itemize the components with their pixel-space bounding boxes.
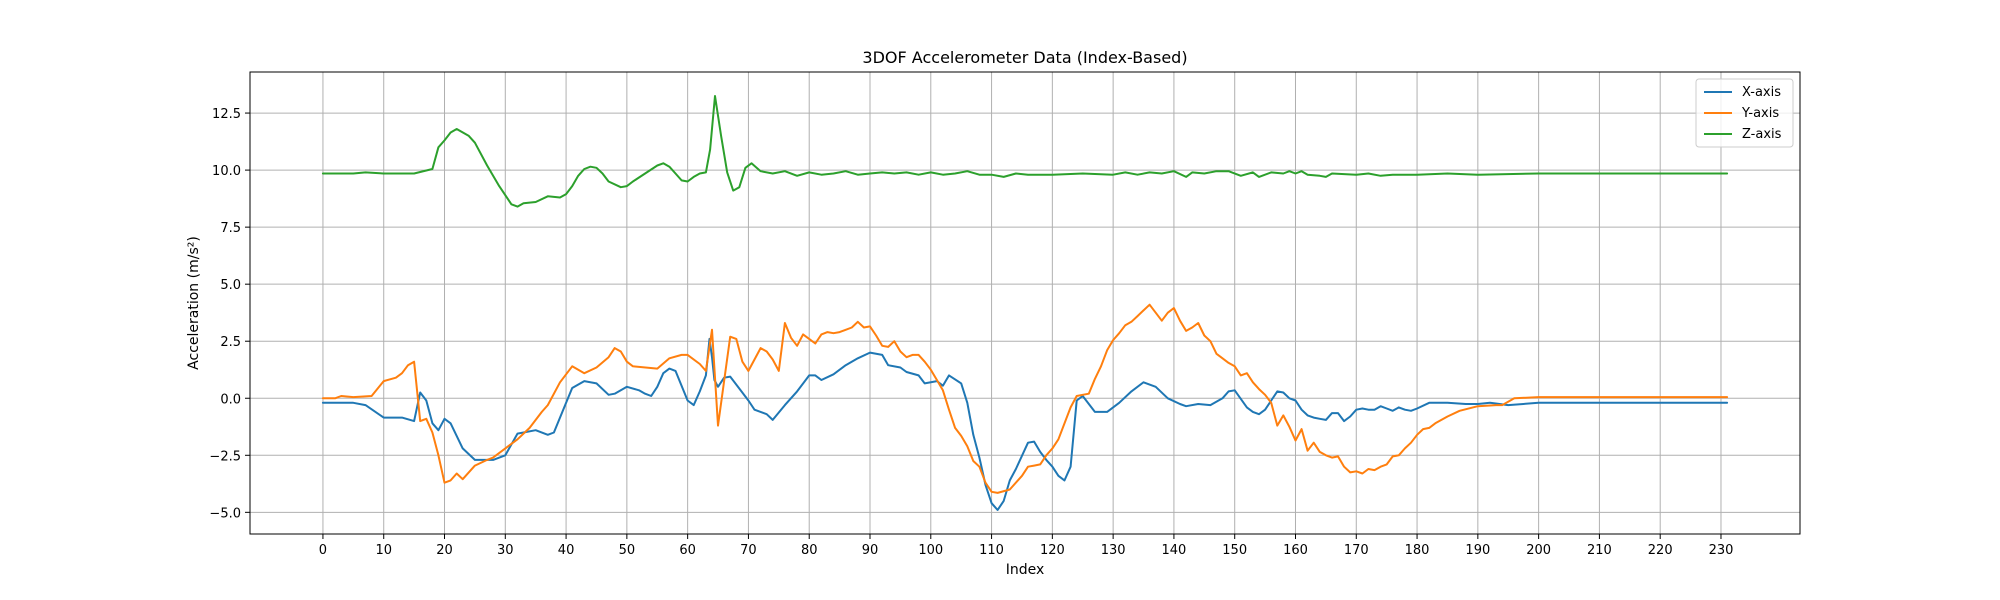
x-tick-label: 160 bbox=[1283, 543, 1308, 558]
x-tick-label: 190 bbox=[1465, 543, 1490, 558]
x-tick-label: 10 bbox=[375, 543, 392, 558]
x-tick-label: 220 bbox=[1648, 543, 1673, 558]
x-tick-label: 120 bbox=[1040, 543, 1065, 558]
series-line-y bbox=[321, 303, 1729, 494]
x-tick-label: 0 bbox=[319, 543, 327, 558]
y-tick-label: 7.5 bbox=[220, 221, 241, 236]
x-tick-label: 90 bbox=[862, 543, 879, 558]
legend-label-y: Y-axis bbox=[1741, 106, 1779, 121]
y-tick-label: 0.0 bbox=[220, 392, 241, 407]
data-series bbox=[321, 95, 1729, 511]
legend-label-x: X-axis bbox=[1742, 85, 1781, 100]
x-tick-label: 110 bbox=[979, 543, 1004, 558]
y-tick-label: 10.0 bbox=[212, 164, 241, 179]
x-tick-label: 140 bbox=[1162, 543, 1187, 558]
x-axis-label: Index bbox=[1006, 562, 1045, 578]
x-tick-label: 80 bbox=[801, 543, 818, 558]
series-line-x bbox=[321, 337, 1729, 511]
legend-box bbox=[1695, 78, 1794, 148]
x-tick-label: 50 bbox=[619, 543, 636, 558]
x-tick-label: 130 bbox=[1101, 543, 1126, 558]
axis-ticks: 0 10 20 30 40 50 60 70 80 90 100 110 120 130 140 150 160… bbox=[209, 107, 1733, 558]
x-tick-label: 100 bbox=[918, 543, 943, 558]
y-tick-label: 5.0 bbox=[220, 278, 241, 293]
x-tick-label: 150 bbox=[1222, 543, 1247, 558]
plot-frame bbox=[249, 71, 1801, 535]
x-tick-label: 20 bbox=[436, 543, 453, 558]
x-tick-label: 30 bbox=[497, 543, 514, 558]
y-tick-label: −5.0 bbox=[209, 506, 241, 521]
y-axis-label: Acceleration (m/s²) bbox=[186, 236, 202, 370]
y-tick-label: 2.5 bbox=[220, 335, 241, 350]
x-tick-label: 170 bbox=[1344, 543, 1369, 558]
x-tick-label: 60 bbox=[679, 543, 696, 558]
x-tick-label: 230 bbox=[1709, 543, 1734, 558]
x-tick-label: 70 bbox=[740, 543, 757, 558]
series-line-z bbox=[321, 95, 1729, 208]
x-tick-label: 40 bbox=[558, 543, 575, 558]
chart-title: 3DOF Accelerometer Data (Index-Based) bbox=[862, 48, 1187, 67]
x-tick-label: 210 bbox=[1587, 543, 1612, 558]
x-tick-label: 180 bbox=[1405, 543, 1430, 558]
y-tick-label: −2.5 bbox=[209, 449, 241, 464]
legend: X-axis Y-axis Z-axis bbox=[1695, 78, 1794, 148]
x-tick-label: 200 bbox=[1526, 543, 1551, 558]
legend-label-z: Z-axis bbox=[1742, 127, 1782, 142]
y-tick-label: 12.5 bbox=[212, 107, 241, 122]
grid bbox=[250, 72, 1800, 534]
